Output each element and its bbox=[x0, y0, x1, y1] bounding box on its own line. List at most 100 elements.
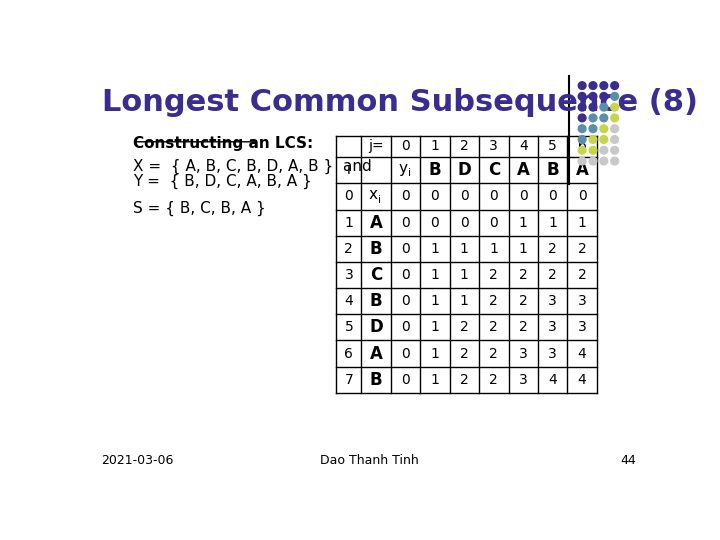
Text: 4: 4 bbox=[577, 373, 587, 387]
Circle shape bbox=[578, 136, 586, 143]
Text: 1: 1 bbox=[577, 215, 587, 230]
Text: A: A bbox=[576, 161, 588, 179]
Text: B: B bbox=[369, 240, 382, 258]
Text: 5: 5 bbox=[549, 139, 557, 153]
Text: 4: 4 bbox=[577, 347, 587, 361]
Text: 2: 2 bbox=[549, 268, 557, 282]
Circle shape bbox=[578, 125, 586, 132]
Text: 0: 0 bbox=[401, 294, 410, 308]
Text: A: A bbox=[517, 161, 530, 179]
Text: 1: 1 bbox=[431, 139, 439, 153]
Text: 3: 3 bbox=[519, 373, 528, 387]
Text: 2021-03-06: 2021-03-06 bbox=[102, 454, 174, 467]
Text: 0: 0 bbox=[490, 190, 498, 204]
Text: 2: 2 bbox=[490, 294, 498, 308]
Text: 0: 0 bbox=[401, 268, 410, 282]
Circle shape bbox=[589, 82, 597, 90]
Circle shape bbox=[600, 136, 608, 143]
Circle shape bbox=[589, 136, 597, 143]
Circle shape bbox=[600, 146, 608, 154]
Text: D: D bbox=[457, 161, 471, 179]
Text: 3: 3 bbox=[519, 347, 528, 361]
Text: 0: 0 bbox=[431, 215, 439, 230]
Text: 2: 2 bbox=[577, 242, 587, 256]
Text: 5: 5 bbox=[344, 320, 354, 334]
Circle shape bbox=[611, 114, 618, 122]
Circle shape bbox=[611, 82, 618, 90]
Text: B: B bbox=[546, 161, 559, 179]
Text: 2: 2 bbox=[549, 242, 557, 256]
Text: C: C bbox=[487, 161, 500, 179]
Text: 3: 3 bbox=[549, 294, 557, 308]
Text: 0: 0 bbox=[460, 215, 469, 230]
Text: 1: 1 bbox=[431, 268, 439, 282]
Text: 1: 1 bbox=[490, 242, 498, 256]
Text: 0: 0 bbox=[401, 190, 410, 204]
Circle shape bbox=[589, 114, 597, 122]
Text: 2: 2 bbox=[344, 242, 354, 256]
Circle shape bbox=[611, 92, 618, 100]
Text: A: A bbox=[369, 345, 382, 362]
Text: 1: 1 bbox=[460, 242, 469, 256]
Text: D: D bbox=[369, 319, 383, 336]
Text: Y =  { B, D, C, A, B, A }: Y = { B, D, C, A, B, A } bbox=[132, 174, 311, 190]
Circle shape bbox=[611, 146, 618, 154]
Circle shape bbox=[600, 114, 608, 122]
Text: 6: 6 bbox=[577, 139, 587, 153]
Text: 2: 2 bbox=[519, 268, 528, 282]
Circle shape bbox=[578, 82, 586, 90]
Circle shape bbox=[611, 103, 618, 111]
Text: X =  { A, B, C, B, D, A, B }  and: X = { A, B, C, B, D, A, B } and bbox=[132, 159, 372, 174]
Text: 1: 1 bbox=[548, 215, 557, 230]
Text: 0: 0 bbox=[401, 242, 410, 256]
Circle shape bbox=[611, 157, 618, 165]
Text: x: x bbox=[369, 187, 377, 202]
Text: 0: 0 bbox=[519, 190, 528, 204]
Text: 1: 1 bbox=[460, 294, 469, 308]
Text: 0: 0 bbox=[401, 320, 410, 334]
Text: 6: 6 bbox=[344, 347, 354, 361]
Circle shape bbox=[589, 103, 597, 111]
Circle shape bbox=[578, 114, 586, 122]
Text: y: y bbox=[399, 161, 408, 176]
Text: 1: 1 bbox=[519, 215, 528, 230]
Text: i: i bbox=[347, 163, 351, 177]
Text: 2: 2 bbox=[490, 347, 498, 361]
Text: 1: 1 bbox=[431, 373, 439, 387]
Text: 0: 0 bbox=[401, 373, 410, 387]
Text: 2: 2 bbox=[460, 373, 469, 387]
Text: 3: 3 bbox=[549, 347, 557, 361]
Text: 2: 2 bbox=[519, 294, 528, 308]
Text: 3: 3 bbox=[577, 294, 587, 308]
Text: B: B bbox=[369, 292, 382, 310]
Text: A: A bbox=[369, 214, 382, 232]
Text: 1: 1 bbox=[431, 242, 439, 256]
Circle shape bbox=[611, 136, 618, 143]
Text: 0: 0 bbox=[577, 190, 587, 204]
Text: Dao Thanh Tinh: Dao Thanh Tinh bbox=[320, 454, 418, 467]
Text: 1: 1 bbox=[431, 320, 439, 334]
Text: 2: 2 bbox=[460, 347, 469, 361]
Text: 2: 2 bbox=[490, 268, 498, 282]
Circle shape bbox=[600, 92, 608, 100]
Circle shape bbox=[600, 82, 608, 90]
Text: S = { B, C, B, A }: S = { B, C, B, A } bbox=[132, 201, 266, 217]
Text: 7: 7 bbox=[344, 373, 354, 387]
Circle shape bbox=[589, 92, 597, 100]
Circle shape bbox=[578, 146, 586, 154]
Circle shape bbox=[578, 92, 586, 100]
Text: 3: 3 bbox=[344, 268, 354, 282]
Text: 2: 2 bbox=[577, 268, 587, 282]
Circle shape bbox=[589, 146, 597, 154]
Text: 4: 4 bbox=[519, 139, 528, 153]
Text: 3: 3 bbox=[577, 320, 587, 334]
Text: 2: 2 bbox=[490, 373, 498, 387]
Text: 2: 2 bbox=[460, 320, 469, 334]
Circle shape bbox=[611, 125, 618, 132]
Text: Longest Common Subsequence (8): Longest Common Subsequence (8) bbox=[102, 88, 698, 117]
Text: 4: 4 bbox=[549, 373, 557, 387]
Text: 2: 2 bbox=[460, 139, 469, 153]
Text: 1: 1 bbox=[460, 268, 469, 282]
Text: 4: 4 bbox=[344, 294, 354, 308]
Text: 0: 0 bbox=[490, 215, 498, 230]
